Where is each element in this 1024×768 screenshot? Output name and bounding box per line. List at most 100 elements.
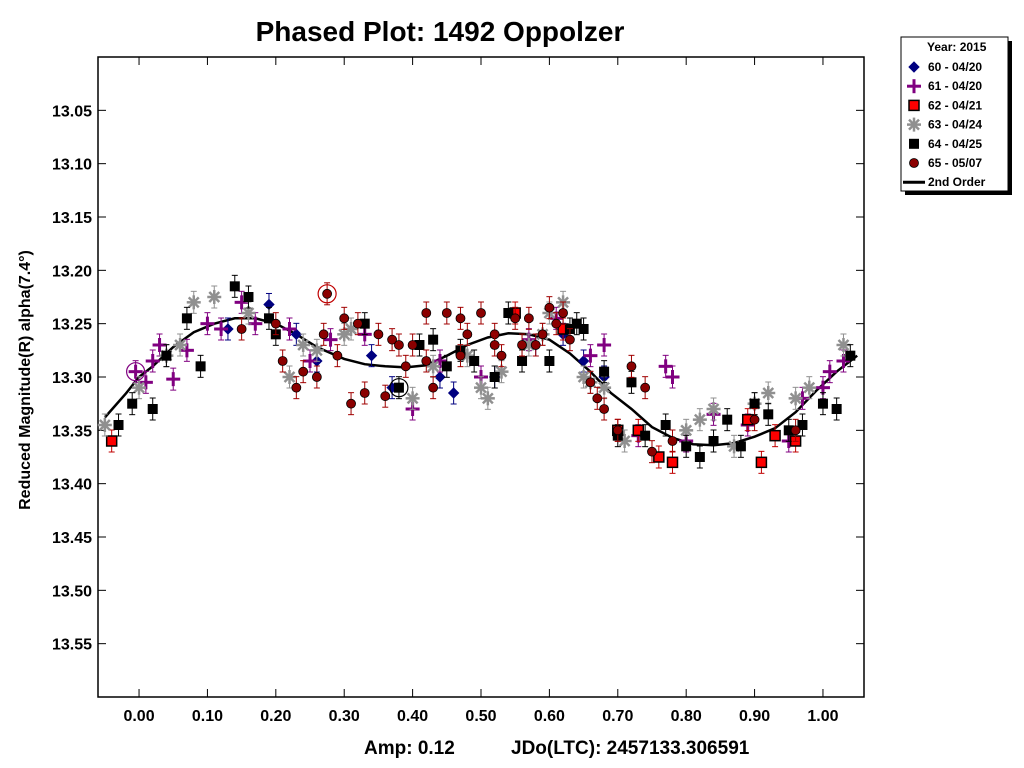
data-point (359, 318, 370, 329)
marker-asterisk-stroke (174, 339, 186, 351)
data-point (318, 329, 329, 340)
data-point (592, 393, 603, 404)
y-tick-label: 13.25 (52, 317, 92, 334)
y-tick-label: 13.30 (52, 370, 92, 387)
data-point (597, 338, 612, 352)
data-point (105, 435, 118, 447)
data-point (428, 334, 439, 345)
marker-circle (517, 340, 527, 350)
data-point (708, 436, 719, 446)
data-point (565, 334, 575, 345)
legend-marker (907, 79, 921, 94)
y-tick-label: 13.20 (52, 263, 92, 280)
legend-entry: 2nd Order (903, 175, 986, 189)
data-point (496, 350, 507, 361)
data-point (405, 391, 420, 406)
data-point (476, 308, 486, 318)
legend-label: 2nd Order (928, 175, 986, 189)
data-point (640, 382, 651, 393)
marker-square (653, 451, 665, 463)
circled-points-layer (126, 284, 409, 398)
data-point (455, 313, 466, 324)
marker-circle (599, 404, 610, 414)
marker-circle (496, 350, 507, 361)
marker-circle (462, 329, 473, 340)
data-point (749, 414, 760, 425)
data-point (558, 308, 568, 318)
data-point (186, 295, 201, 310)
marker-square (783, 425, 794, 436)
marker-circle (236, 324, 247, 334)
legend-label: 63 - 04/24 (928, 118, 982, 132)
marker-square (414, 340, 425, 350)
data-point (694, 452, 705, 462)
marker-square (113, 420, 124, 430)
marker-square (359, 318, 370, 329)
data-point (282, 322, 297, 336)
legend-label: 62 - 04/21 (928, 98, 982, 112)
marker-circle (592, 393, 603, 404)
marker-square (578, 324, 589, 334)
marker-asterisk-stroke (242, 307, 255, 319)
data-point (214, 322, 229, 336)
data-point (530, 340, 541, 350)
marker-square (626, 377, 637, 388)
marker-asterisk-stroke (208, 291, 221, 303)
marker-circle (322, 288, 333, 299)
data-point (447, 387, 460, 399)
y-tick-label: 13.50 (52, 583, 92, 600)
data-point (132, 380, 147, 395)
data-point (577, 355, 590, 367)
marker-asterisk-stroke (762, 387, 775, 399)
legend-marker (908, 99, 920, 112)
chart-title: Phased Plot: 1492 Oppolzer (256, 16, 625, 47)
legend-marker (907, 117, 921, 132)
marker-asterisk-stroke (693, 413, 706, 426)
data-point (599, 404, 610, 414)
data-point (290, 328, 303, 341)
data-point (667, 436, 678, 446)
data-point (243, 292, 254, 302)
marker-square (195, 361, 206, 372)
data-point (551, 318, 562, 329)
data-point (282, 370, 297, 384)
marker-square (393, 382, 404, 393)
marker-square (161, 350, 172, 361)
marker-asterisk-stroke (98, 419, 111, 431)
data-point (612, 425, 623, 436)
data-point (537, 329, 548, 340)
marker-square (489, 372, 500, 382)
marker-square (105, 435, 118, 447)
data-point (489, 372, 500, 382)
data-point (831, 404, 842, 414)
marker-square (243, 292, 254, 302)
x-axis: 0.00 0.10 0.20 0.30 0.40 0.50 0.60 0.70 0.80 0.90… (123, 57, 839, 725)
data-point (200, 316, 215, 331)
x-tick-label: 0.50 (465, 708, 496, 725)
marker-asterisk-stroke (427, 360, 440, 373)
marker-circle (489, 340, 500, 350)
x-tick-label: 0.80 (671, 708, 702, 725)
marker-circle (421, 356, 432, 366)
x-tick-label: 0.40 (397, 708, 428, 725)
data-point (400, 361, 411, 372)
data-point (585, 377, 596, 388)
data-point (339, 313, 350, 324)
legend-entry: 60 - 04/20 (908, 60, 982, 74)
marker-square (769, 429, 781, 442)
marker-square (908, 99, 920, 112)
data-point (393, 382, 404, 393)
marker-asterisk-stroke (297, 339, 310, 351)
marker-asterisk-stroke (789, 392, 802, 405)
marker-circle (523, 313, 534, 324)
marker-asterisk-stroke (618, 435, 631, 447)
marker-circle (277, 356, 288, 366)
marker-circle (352, 318, 363, 329)
data-point (790, 425, 801, 436)
marker-circle (339, 313, 350, 324)
data-point (166, 372, 181, 387)
data-point (510, 313, 521, 324)
data-point (270, 318, 281, 329)
marker-square (909, 138, 919, 149)
